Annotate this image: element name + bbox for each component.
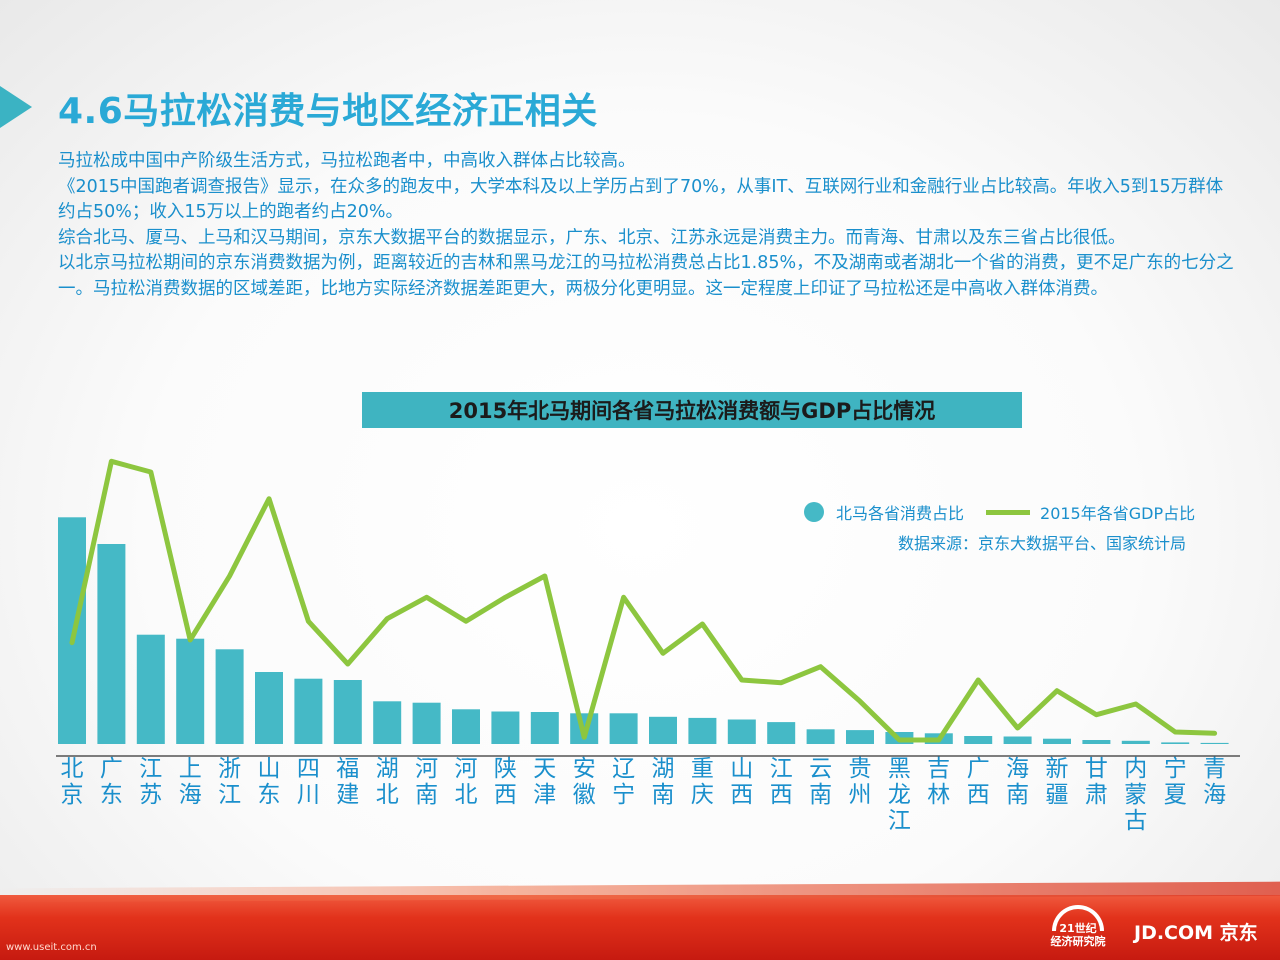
intro-paragraph-4: 以北京马拉松期间的京东消费数据为例，距离较近的吉林和黑马龙江的马拉松消费总占比1… [58,253,1234,299]
logo-21-line2: 经济研究院 [1050,934,1106,948]
category-label-河南: 河南 [415,756,438,808]
bar-四川 [294,678,323,744]
watermark-text: www.useit.com.cn [6,942,97,953]
category-label-江苏: 江苏 [139,756,162,808]
category-label-甘肃: 甘肃 [1085,756,1108,808]
bar-青海 [1200,742,1229,744]
chart-legend: 北马各省消费占比 2015年各省GDP占比 [804,500,1195,524]
legend-line-label: 2015年各省GDP占比 [1040,504,1196,523]
bar-广东 [97,544,126,744]
gdp-series-line [69,458,1218,743]
category-label-重庆: 重庆 [691,756,714,808]
category-label-福建: 福建 [336,756,359,808]
category-label-海南: 海南 [1006,756,1029,808]
category-label-浙江: 浙江 [218,756,241,808]
bar-云南 [806,729,835,744]
category-label-江西: 江西 [770,756,793,808]
legend-bar-label: 北马各省消费占比 [836,504,965,523]
bar-海南 [1003,736,1032,744]
category-label-湖北: 湖北 [376,756,399,808]
intro-paragraph-3: 综合北马、厦马、上马和汉马期间，京东大数据平台的数据显示，广东、北京、江苏永远是… [58,227,1126,248]
logo-21-line1: 21世纪 [1059,921,1097,935]
bar-江西 [767,722,796,744]
intro-paragraph-1: 马拉松成中国中产阶级生活方式，马拉松跑者中，中高收入群体占比较高。 [58,151,636,171]
category-label-贵州: 贵州 [849,756,872,808]
bar-广西 [964,736,993,744]
category-label-山西: 山西 [730,756,753,808]
category-label-湖南: 湖南 [652,756,675,808]
bar-辽宁 [609,713,638,744]
bar-内蒙古 [1121,740,1150,744]
title-marker-triangle [0,86,32,128]
bar-宁夏 [1161,742,1190,744]
bar-山西 [727,719,756,744]
category-label-宁夏: 宁夏 [1164,756,1187,808]
category-label-四川: 四川 [297,756,320,808]
page-title: 4.6马拉松消费与地区经济正相关 [58,91,598,132]
data-source-note: 数据来源：京东大数据平台、国家统计局 [898,534,1187,553]
bar-贵州 [846,730,874,744]
bar-甘肃 [1082,740,1111,744]
category-label-黑龙江: 黑龙江 [888,756,911,834]
category-label-上海: 上海 [179,756,202,808]
category-label-吉林: 吉林 [927,756,950,808]
intro-paragraph-2: 《2015中国跑者调查报告》显示，在众多的跑友中，大学本科及以上学历占到了70%… [58,176,1224,223]
category-label-广西: 广西 [967,756,990,808]
jd-logo: JD.COM 京东 [1134,922,1258,944]
legend-line-swatch [986,509,1031,515]
category-label-广东: 广东 [100,756,123,808]
bar-江苏 [136,634,165,744]
bar-重庆 [688,717,717,744]
bar-天津 [530,712,559,744]
category-label-山东: 山东 [258,756,281,808]
chart-title-box: 2015年北马期间各省马拉松消费额与GDP占比情况 [362,392,1022,428]
category-label-辽宁: 辽宁 [612,756,635,808]
intro-text: 马拉松成中国中产阶级生活方式，马拉松跑者中，中高收入群体占比较高。 《2015中… [58,149,1238,302]
21cbr-logo: 21世纪 经济研究院 [1046,905,1110,951]
category-label-河北: 河北 [455,756,478,808]
bar-山东 [255,672,283,744]
bar-北京 [58,517,86,744]
category-label-内蒙古: 内蒙古 [1124,756,1147,834]
bar-湖南 [649,716,677,744]
bar-福建 [333,680,362,744]
legend-bar-swatch [804,502,824,522]
bar-河南 [412,702,441,744]
category-label-北京: 北京 [61,756,84,808]
chart-title: 2015年北马期间各省马拉松消费额与GDP占比情况 [448,399,936,423]
bar-湖北 [373,701,402,744]
category-label-青海: 青海 [1203,756,1226,808]
category-label-陕西: 陕西 [494,756,517,808]
bar-浙江 [215,649,244,744]
bar-新疆 [1043,738,1071,744]
bar-河北 [452,709,480,744]
bar-上海 [176,638,205,744]
category-label-新疆: 新疆 [1046,756,1069,808]
category-label-安徽: 安徽 [573,756,596,808]
category-label-天津: 天津 [533,756,556,808]
bar-陕西 [491,711,520,744]
category-label-云南: 云南 [809,756,832,808]
